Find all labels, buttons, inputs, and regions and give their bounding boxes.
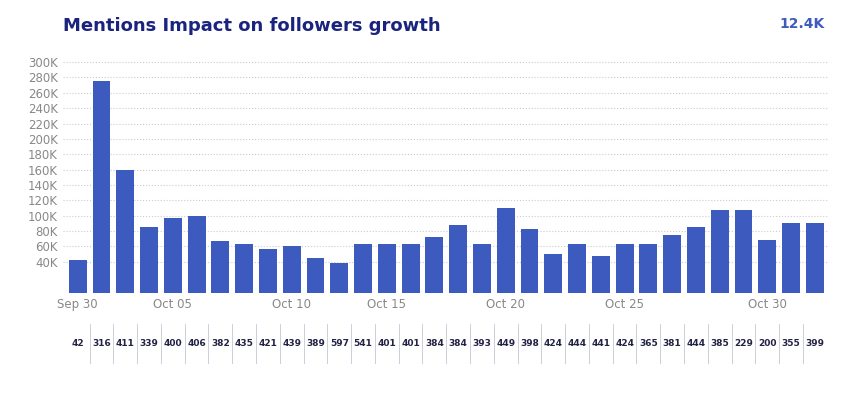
Text: 384: 384 (425, 339, 444, 348)
Bar (473, 244, 491, 293)
Text: 411: 411 (116, 339, 135, 348)
Text: 424: 424 (544, 339, 563, 348)
Bar (69, 260, 86, 293)
Bar (283, 247, 300, 293)
Text: 435: 435 (234, 339, 254, 348)
Text: 339: 339 (140, 339, 158, 348)
Text: 200: 200 (758, 339, 777, 348)
Bar (354, 244, 372, 293)
Bar (497, 208, 514, 293)
Bar (426, 237, 443, 293)
Bar (330, 263, 349, 293)
Text: 385: 385 (711, 339, 729, 348)
Text: 401: 401 (377, 339, 396, 348)
Text: 439: 439 (283, 339, 301, 348)
Bar (592, 256, 610, 293)
Text: 444: 444 (568, 339, 586, 348)
Text: 355: 355 (782, 339, 800, 348)
Bar (616, 244, 634, 293)
Text: 449: 449 (496, 339, 515, 348)
Bar (188, 216, 206, 293)
Bar (378, 244, 396, 293)
Bar (782, 224, 800, 293)
Bar (640, 244, 657, 293)
Bar (402, 244, 420, 293)
Bar (212, 241, 229, 293)
Bar (758, 240, 776, 293)
Bar (164, 218, 182, 293)
Text: 384: 384 (448, 339, 468, 348)
Bar (711, 210, 728, 293)
Text: Mentions Impact on followers growth: Mentions Impact on followers growth (63, 17, 441, 35)
Bar (235, 244, 253, 293)
Bar (663, 235, 681, 293)
Text: 42: 42 (71, 339, 84, 348)
Text: 441: 441 (591, 339, 610, 348)
Text: 229: 229 (734, 339, 753, 348)
Bar (520, 229, 538, 293)
Bar (140, 227, 158, 293)
Bar (117, 170, 135, 293)
Text: 316: 316 (92, 339, 111, 348)
Text: 406: 406 (187, 339, 206, 348)
Text: 444: 444 (686, 339, 706, 348)
Text: 541: 541 (354, 339, 372, 348)
Bar (306, 258, 324, 293)
Bar (806, 224, 824, 293)
Bar (92, 81, 111, 293)
Bar (259, 249, 277, 293)
Bar (544, 254, 563, 293)
Bar (687, 227, 705, 293)
Bar (449, 225, 467, 293)
Text: 365: 365 (639, 339, 657, 348)
Text: 424: 424 (615, 339, 634, 348)
Text: 401: 401 (401, 339, 420, 348)
Text: 421: 421 (259, 339, 277, 348)
Text: 12.4K: 12.4K (780, 17, 825, 31)
Text: 398: 398 (520, 339, 539, 348)
Bar (734, 210, 752, 293)
Text: 381: 381 (662, 339, 682, 348)
Text: 399: 399 (805, 339, 824, 348)
Text: 389: 389 (306, 339, 325, 348)
Text: 382: 382 (211, 339, 230, 348)
Text: 597: 597 (330, 339, 349, 348)
Bar (569, 244, 586, 293)
Text: 400: 400 (163, 339, 182, 348)
Text: 393: 393 (473, 339, 492, 348)
